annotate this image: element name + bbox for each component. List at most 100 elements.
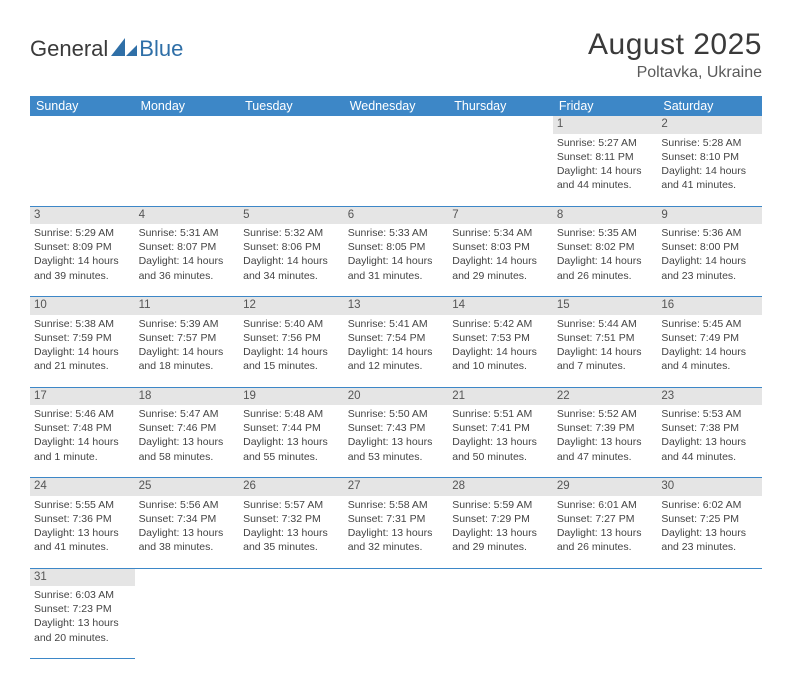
calendar-cell: 26Sunrise: 5:57 AMSunset: 7:32 PMDayligh…: [239, 478, 344, 569]
calendar-cell: 16Sunrise: 5:45 AMSunset: 7:49 PMDayligh…: [657, 297, 762, 388]
calendar-week: 17Sunrise: 5:46 AMSunset: 7:48 PMDayligh…: [30, 387, 762, 478]
sunset-line: Sunset: 7:39 PM: [557, 421, 654, 435]
calendar-cell: 6Sunrise: 5:33 AMSunset: 8:05 PMDaylight…: [344, 206, 449, 297]
cell-content: Sunrise: 5:42 AMSunset: 7:53 PMDaylight:…: [448, 315, 553, 387]
day-number: 28: [448, 478, 553, 496]
calendar-cell: 13Sunrise: 5:41 AMSunset: 7:54 PMDayligh…: [344, 297, 449, 388]
daylight2-line: and 26 minutes.: [557, 269, 654, 283]
calendar-cell: 27Sunrise: 5:58 AMSunset: 7:31 PMDayligh…: [344, 478, 449, 569]
calendar-cell-empty: [448, 568, 553, 659]
cell-content: Sunrise: 5:41 AMSunset: 7:54 PMDaylight:…: [344, 315, 449, 387]
calendar-cell: 8Sunrise: 5:35 AMSunset: 8:02 PMDaylight…: [553, 206, 658, 297]
daylight2-line: and 12 minutes.: [348, 359, 445, 373]
title-block: August 2025 Poltavka, Ukraine: [588, 28, 762, 82]
day-number: 20: [344, 388, 449, 406]
sunset-line: Sunset: 8:00 PM: [661, 240, 758, 254]
location: Poltavka, Ukraine: [588, 64, 762, 82]
daylight2-line: and 29 minutes.: [452, 269, 549, 283]
day-number: 29: [553, 478, 658, 496]
sunrise-line: Sunrise: 5:48 AM: [243, 407, 340, 421]
day-number: 7: [448, 207, 553, 225]
calendar-cell: 23Sunrise: 5:53 AMSunset: 7:38 PMDayligh…: [657, 387, 762, 478]
daylight2-line: and 47 minutes.: [557, 450, 654, 464]
daylight1-line: Daylight: 14 hours: [661, 345, 758, 359]
calendar-cell-empty: [344, 568, 449, 659]
sunset-line: Sunset: 7:34 PM: [139, 512, 236, 526]
cell-content: Sunrise: 5:51 AMSunset: 7:41 PMDaylight:…: [448, 405, 553, 477]
sunset-line: Sunset: 8:02 PM: [557, 240, 654, 254]
sunrise-line: Sunrise: 5:36 AM: [661, 226, 758, 240]
daylight2-line: and 53 minutes.: [348, 450, 445, 464]
cell-content: Sunrise: 6:01 AMSunset: 7:27 PMDaylight:…: [553, 496, 658, 568]
sunrise-line: Sunrise: 5:41 AM: [348, 317, 445, 331]
cell-content: Sunrise: 5:40 AMSunset: 7:56 PMDaylight:…: [239, 315, 344, 387]
calendar-cell: 9Sunrise: 5:36 AMSunset: 8:00 PMDaylight…: [657, 206, 762, 297]
sunset-line: Sunset: 7:48 PM: [34, 421, 131, 435]
sunset-line: Sunset: 7:53 PM: [452, 331, 549, 345]
daylight1-line: Daylight: 14 hours: [34, 345, 131, 359]
sunset-line: Sunset: 7:32 PM: [243, 512, 340, 526]
daylight1-line: Daylight: 13 hours: [452, 435, 549, 449]
calendar-cell-empty: [657, 568, 762, 659]
sunrise-line: Sunrise: 5:33 AM: [348, 226, 445, 240]
sunset-line: Sunset: 7:56 PM: [243, 331, 340, 345]
daylight1-line: Daylight: 14 hours: [34, 435, 131, 449]
cell-content: Sunrise: 5:50 AMSunset: 7:43 PMDaylight:…: [344, 405, 449, 477]
daylight2-line: and 50 minutes.: [452, 450, 549, 464]
calendar-head: SundayMondayTuesdayWednesdayThursdayFrid…: [30, 96, 762, 116]
daylight2-line: and 18 minutes.: [139, 359, 236, 373]
daylight1-line: Daylight: 14 hours: [243, 345, 340, 359]
sunset-line: Sunset: 8:10 PM: [661, 150, 758, 164]
daylight1-line: Daylight: 14 hours: [348, 345, 445, 359]
calendar-cell-empty: [135, 568, 240, 659]
daylight1-line: Daylight: 14 hours: [348, 254, 445, 268]
calendar-cell: 14Sunrise: 5:42 AMSunset: 7:53 PMDayligh…: [448, 297, 553, 388]
daylight2-line: and 38 minutes.: [139, 540, 236, 554]
header-row: General Blue August 2025 Poltavka, Ukrain…: [30, 28, 762, 82]
calendar-cell-empty: [239, 116, 344, 206]
sunrise-line: Sunrise: 5:57 AM: [243, 498, 340, 512]
daylight1-line: Daylight: 13 hours: [557, 435, 654, 449]
daylight1-line: Daylight: 14 hours: [139, 254, 236, 268]
daylight1-line: Daylight: 13 hours: [34, 526, 131, 540]
sunset-line: Sunset: 8:09 PM: [34, 240, 131, 254]
calendar-cell-empty: [30, 116, 135, 206]
daylight1-line: Daylight: 13 hours: [243, 526, 340, 540]
cell-content: Sunrise: 5:35 AMSunset: 8:02 PMDaylight:…: [553, 224, 658, 296]
day-number: 17: [30, 388, 135, 406]
calendar-cell: 4Sunrise: 5:31 AMSunset: 8:07 PMDaylight…: [135, 206, 240, 297]
daylight2-line: and 58 minutes.: [139, 450, 236, 464]
calendar-cell-empty: [344, 116, 449, 206]
daylight2-line: and 20 minutes.: [34, 631, 131, 645]
sunset-line: Sunset: 8:03 PM: [452, 240, 549, 254]
sunrise-line: Sunrise: 5:42 AM: [452, 317, 549, 331]
daylight1-line: Daylight: 14 hours: [139, 345, 236, 359]
daylight2-line: and 29 minutes.: [452, 540, 549, 554]
daylight1-line: Daylight: 13 hours: [557, 526, 654, 540]
day-number: 19: [239, 388, 344, 406]
sunset-line: Sunset: 7:23 PM: [34, 602, 131, 616]
calendar-cell: 25Sunrise: 5:56 AMSunset: 7:34 PMDayligh…: [135, 478, 240, 569]
daylight1-line: Daylight: 14 hours: [557, 164, 654, 178]
calendar-cell-empty: [553, 568, 658, 659]
daylight2-line: and 35 minutes.: [243, 540, 340, 554]
cell-content: Sunrise: 5:53 AMSunset: 7:38 PMDaylight:…: [657, 405, 762, 477]
calendar-cell-empty: [135, 116, 240, 206]
calendar-cell: 5Sunrise: 5:32 AMSunset: 8:06 PMDaylight…: [239, 206, 344, 297]
day-number: 3: [30, 207, 135, 225]
sunset-line: Sunset: 7:25 PM: [661, 512, 758, 526]
day-number: 13: [344, 297, 449, 315]
daylight2-line: and 31 minutes.: [348, 269, 445, 283]
logo-text-left: General: [30, 36, 108, 62]
logo-text-blue: Blue: [139, 36, 183, 62]
calendar-week: 10Sunrise: 5:38 AMSunset: 7:59 PMDayligh…: [30, 297, 762, 388]
day-number: 23: [657, 388, 762, 406]
cell-content: Sunrise: 5:46 AMSunset: 7:48 PMDaylight:…: [30, 405, 135, 477]
sunset-line: Sunset: 7:59 PM: [34, 331, 131, 345]
calendar-cell: 29Sunrise: 6:01 AMSunset: 7:27 PMDayligh…: [553, 478, 658, 569]
sunrise-line: Sunrise: 5:35 AM: [557, 226, 654, 240]
calendar-cell: 31Sunrise: 6:03 AMSunset: 7:23 PMDayligh…: [30, 568, 135, 659]
cell-content: Sunrise: 5:52 AMSunset: 7:39 PMDaylight:…: [553, 405, 658, 477]
daylight2-line: and 21 minutes.: [34, 359, 131, 373]
cell-content: Sunrise: 5:31 AMSunset: 8:07 PMDaylight:…: [135, 224, 240, 296]
